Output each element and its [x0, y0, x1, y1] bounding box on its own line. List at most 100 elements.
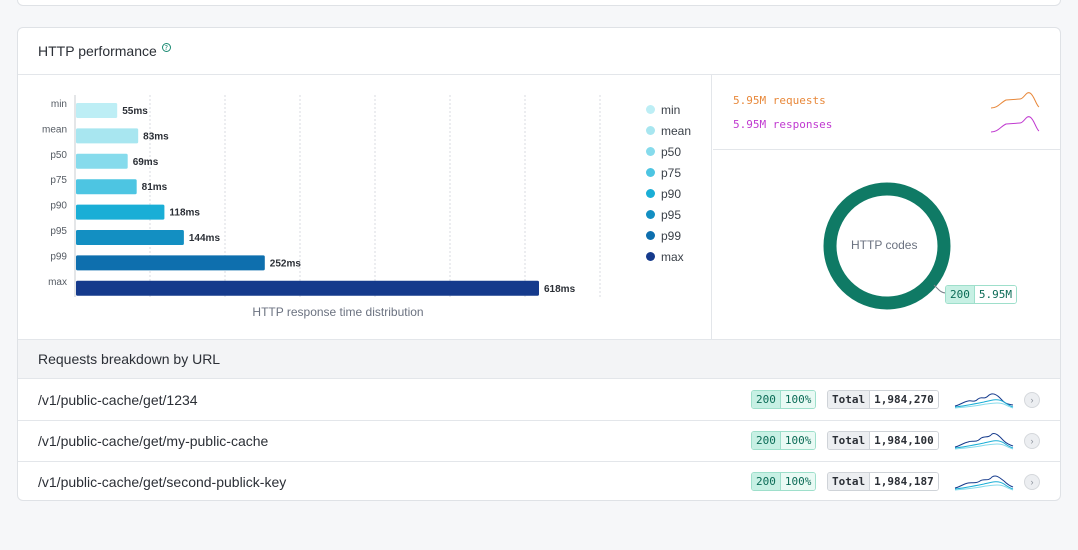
url-row[interactable]: /v1/public-cache/get/my-public-cache 200 1…	[18, 421, 1060, 462]
legend-dot	[646, 231, 655, 240]
legend-dot	[646, 126, 655, 135]
category-label: p90	[50, 201, 67, 212]
chevron-right-icon[interactable]: ›	[1024, 474, 1040, 490]
http-performance-card: HTTP performance ? min 55ms mean 83ms p50 69m…	[17, 27, 1061, 501]
legend-item-p90: p90	[646, 183, 691, 204]
response-time-chart: min 55ms mean 83ms p50 69ms p75 81ms p90 118ms p95…	[18, 75, 712, 340]
donut-ring	[823, 182, 951, 310]
legend-item-min: min	[646, 99, 691, 120]
total-pill: Total 1,984,270	[827, 390, 939, 409]
url-sparkline	[954, 393, 1014, 409]
url-sparkline	[954, 433, 1014, 450]
status-code: 200	[752, 391, 781, 408]
legend-label: mean	[661, 123, 692, 138]
legend-label: max	[661, 249, 684, 264]
url-sparkline	[954, 475, 1014, 491]
bar-p99	[76, 255, 265, 271]
responses-sparkline	[990, 116, 1040, 133]
url-path: /v1/public-cache/get/1234	[38, 392, 198, 408]
chevron-right-icon[interactable]: ›	[1024, 433, 1040, 449]
total-value: 1,984,187	[870, 473, 938, 490]
url-path: /v1/public-cache/get/my-public-cache	[38, 433, 269, 449]
category-label: p50	[50, 150, 67, 161]
bar-mean	[76, 128, 139, 144]
status-pill: 200 100%	[751, 431, 817, 450]
total-label: Total	[828, 391, 871, 408]
value-label: 118ms	[169, 208, 200, 219]
url-path: /v1/public-cache/get/second-publick-key	[38, 474, 287, 490]
traffic-sparklines: 5.95M requests 5.95M responses	[713, 75, 1060, 150]
traffic-panel: 5.95M requests 5.95M responses HTTP code…	[713, 75, 1060, 340]
card-header: HTTP performance ?	[18, 28, 1060, 75]
legend-item-p95: p95	[646, 204, 691, 225]
previous-card	[17, 0, 1061, 6]
legend-item-max: max	[646, 246, 691, 267]
legend-item-mean: mean	[646, 120, 691, 141]
status-code-pill: 200 5.95M	[945, 285, 1017, 304]
donut-svg	[823, 182, 951, 310]
status-code: 200	[946, 286, 975, 303]
value-label: 81ms	[142, 182, 168, 193]
donut-label: HTTP codes	[851, 238, 918, 252]
url-row[interactable]: /v1/public-cache/get/second-publick-key 2…	[18, 462, 1060, 500]
category-label: p75	[50, 175, 67, 186]
status-code: 200	[752, 432, 781, 449]
legend-dot	[646, 105, 655, 114]
requests-count: 5.95M requests	[733, 94, 826, 107]
category-label: min	[51, 99, 67, 110]
legend-dot	[646, 189, 655, 198]
status-pill: 200 100%	[751, 472, 817, 491]
status-code: 200	[752, 473, 781, 490]
bar-p90	[76, 204, 165, 220]
value-label: 252ms	[270, 258, 302, 269]
value-label: 618ms	[544, 284, 576, 295]
chevron-right-icon[interactable]: ›	[1024, 392, 1040, 408]
value-label: 69ms	[133, 157, 159, 168]
category-label: mean	[42, 124, 67, 135]
responses-count: 5.95M responses	[733, 118, 833, 131]
legend-item-p50: p50	[646, 141, 691, 162]
value-label: 144ms	[189, 233, 221, 244]
bar-chart-svg: min 55ms mean 83ms p50 69ms p75 81ms p90 118ms p95…	[42, 95, 601, 297]
legend-item-p99: p99	[646, 225, 691, 246]
question-circle-icon[interactable]: ?	[161, 42, 171, 52]
card-title: HTTP performance	[38, 43, 157, 59]
legend-dot	[646, 147, 655, 156]
bar-max	[76, 280, 539, 296]
total-value: 1,984,100	[870, 432, 938, 449]
value-label: 55ms	[122, 106, 148, 117]
legend-label: p50	[661, 144, 682, 159]
http-codes-donut: HTTP codes 200 5.95M	[713, 150, 1060, 340]
category-label: p95	[50, 226, 67, 237]
total-value: 1,984,270	[870, 391, 938, 408]
category-label: max	[48, 277, 67, 288]
legend-dot	[646, 168, 655, 177]
legend-dot	[646, 210, 655, 219]
status-percent: 100%	[780, 473, 816, 490]
status-percent: 100%	[780, 432, 816, 449]
bar-p50	[76, 153, 128, 169]
legend-item-p75: p75	[646, 162, 691, 183]
legend-label: p95	[661, 207, 682, 222]
chart-title: HTTP response time distribution	[252, 305, 424, 319]
legend-label: p99	[661, 228, 682, 243]
total-label: Total	[828, 473, 871, 490]
total-pill: Total 1,984,100	[827, 431, 939, 450]
status-count: 5.95M	[974, 286, 1016, 303]
breakdown-header: Requests breakdown by URL	[18, 340, 1060, 379]
requests-sparkline	[990, 92, 1040, 109]
legend-dot	[646, 252, 655, 261]
total-pill: Total 1,984,187	[827, 472, 939, 491]
performance-row: min 55ms mean 83ms p50 69ms p75 81ms p90 118ms p95…	[18, 75, 1060, 340]
legend-label: min	[661, 102, 681, 117]
bar-p95	[76, 230, 184, 245]
total-label: Total	[828, 432, 871, 449]
url-row[interactable]: /v1/public-cache/get/1234 200 100% Total 1,9…	[18, 380, 1060, 421]
bar-p75	[76, 179, 137, 195]
bar-min	[76, 103, 118, 118]
category-label: p99	[50, 251, 67, 262]
chart-legend: min mean p50 p75 p90 p95 p99 max	[646, 99, 691, 267]
legend-label: p75	[661, 165, 682, 180]
donut-leader-line	[933, 284, 947, 294]
status-percent: 100%	[780, 391, 816, 408]
